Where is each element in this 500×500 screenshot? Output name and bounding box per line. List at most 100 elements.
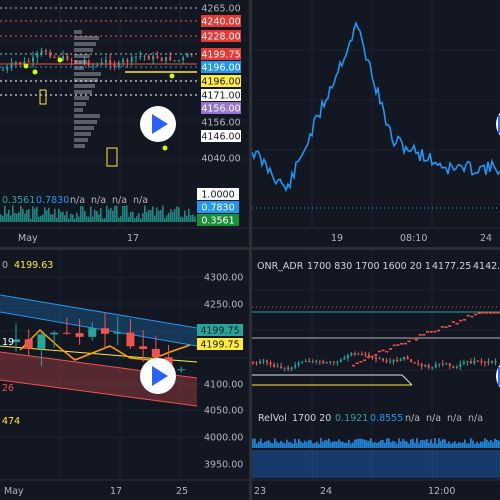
relvol-bar bbox=[326, 450, 328, 478]
chart-canvas-top-left[interactable]: 4265.00 4240.00 4228.00 4199.75 4196.00 4196.… bbox=[0, 0, 249, 247]
chart-canvas-top-right[interactable]: 19 08:10 24 bbox=[252, 0, 500, 247]
chart-panel-bottom-right[interactable]: ONR_ADR 1700 830 1700 1600 20 1 4177.25 … bbox=[252, 250, 500, 500]
relvol-bar bbox=[422, 440, 424, 448]
relvol-bar bbox=[452, 450, 454, 478]
relvol-bar bbox=[480, 441, 482, 448]
relvol-bar bbox=[426, 450, 428, 478]
channel-edge bbox=[0, 379, 198, 407]
relvol-bar bbox=[320, 438, 322, 448]
relvol-bar bbox=[374, 450, 376, 478]
relvol-bar bbox=[256, 443, 258, 448]
candle-body bbox=[88, 328, 97, 337]
candle-body bbox=[318, 360, 321, 362]
volume-bar bbox=[102, 218, 104, 222]
volume-profile-bar bbox=[74, 54, 90, 58]
candle-body bbox=[410, 359, 413, 363]
candle-body bbox=[113, 64, 116, 68]
relvol-bar bbox=[256, 450, 258, 478]
relvol-bar bbox=[448, 450, 450, 478]
relvol-bar bbox=[298, 438, 300, 448]
relvol-bar bbox=[388, 438, 390, 448]
volume-profile-bar bbox=[74, 66, 84, 70]
relvol-bar bbox=[324, 450, 326, 478]
step-dot bbox=[466, 314, 470, 317]
relvol-bar bbox=[420, 450, 422, 478]
indicator-value: n/a bbox=[70, 195, 85, 206]
relvol-bar bbox=[452, 442, 454, 448]
candle-body bbox=[36, 53, 39, 58]
candlestick-series bbox=[252, 351, 497, 372]
candle-body bbox=[336, 361, 339, 363]
volume-bar bbox=[122, 205, 124, 222]
step-dot bbox=[429, 331, 433, 333]
price-label-bg bbox=[197, 338, 243, 350]
chart-panel-bottom-left[interactable]: 0 4199.63 4300.00 4250.00 4100.00 4050.00 40… bbox=[0, 250, 249, 500]
time-axis-label: 24 bbox=[480, 233, 492, 244]
relvol-bar bbox=[276, 441, 278, 448]
relvol-bar bbox=[254, 438, 256, 448]
volume-bar bbox=[150, 210, 152, 222]
candle-body bbox=[44, 50, 47, 53]
candle-body bbox=[96, 64, 99, 66]
relvol-bar bbox=[266, 440, 268, 448]
relvol-bar bbox=[310, 450, 312, 478]
volume-profile-bar bbox=[74, 36, 99, 40]
volume-bar bbox=[16, 213, 18, 222]
candle-body bbox=[353, 352, 356, 355]
price-axis-label: 3950.00 bbox=[204, 460, 243, 471]
relvol-bar bbox=[392, 450, 394, 478]
relvol-bar bbox=[376, 443, 378, 448]
play-button[interactable] bbox=[496, 358, 500, 394]
relvol-bar bbox=[276, 450, 278, 478]
play-button[interactable] bbox=[140, 106, 176, 142]
candle-body bbox=[75, 333, 84, 337]
relvol-bar bbox=[290, 442, 292, 448]
volume-bar bbox=[186, 215, 188, 222]
relvol-bar bbox=[300, 450, 302, 478]
chart-panel-top-left[interactable]: 4265.00 4240.00 4228.00 4199.75 4196.00 4196.… bbox=[0, 0, 249, 247]
relvol-bar bbox=[360, 450, 362, 478]
left-mark: 26 bbox=[2, 383, 14, 394]
grid-lines bbox=[0, 0, 249, 228]
relvol-bar bbox=[478, 450, 480, 478]
volume-profile-bar bbox=[74, 48, 93, 52]
relvol-bar bbox=[468, 443, 470, 448]
price-label-bg bbox=[201, 89, 241, 101]
relvol-bar bbox=[362, 439, 364, 448]
time-axis-label: 23 bbox=[254, 486, 266, 497]
relvol-bar bbox=[352, 450, 354, 478]
level-line bbox=[252, 374, 413, 386]
volume-bar bbox=[6, 213, 8, 222]
relvol-bar bbox=[494, 450, 496, 478]
volume-bar bbox=[110, 207, 112, 222]
play-button[interactable] bbox=[496, 106, 500, 142]
volume-bar bbox=[172, 211, 174, 222]
candle-body bbox=[357, 354, 360, 356]
indicator-value: n/a bbox=[112, 195, 127, 206]
play-button[interactable] bbox=[140, 358, 176, 394]
chart-panel-top-right[interactable]: 19 08:10 24 bbox=[252, 0, 500, 247]
candle-body bbox=[476, 360, 479, 362]
relvol-bar bbox=[438, 438, 440, 448]
relvol-bar bbox=[356, 450, 358, 478]
step-dot bbox=[389, 348, 392, 350]
volume-bar bbox=[88, 216, 90, 222]
step-dot bbox=[422, 333, 426, 336]
volume-bar bbox=[166, 215, 168, 222]
indicator-label: 1.0000 bbox=[201, 190, 234, 201]
relvol-bar bbox=[334, 441, 336, 448]
candle-body bbox=[396, 359, 399, 362]
volume-bar bbox=[82, 206, 84, 222]
relvol-bar bbox=[262, 443, 264, 448]
relvol-bar bbox=[400, 441, 402, 448]
volume-bar bbox=[70, 213, 72, 222]
relvol-bar bbox=[462, 442, 464, 448]
relvol-bar bbox=[492, 442, 494, 448]
chart-canvas-bottom-right[interactable]: ONR_ADR 1700 830 1700 1600 20 1 4177.25 … bbox=[252, 250, 500, 500]
relvol-bar bbox=[434, 450, 436, 478]
volume-profile-bar bbox=[74, 42, 96, 46]
chart-canvas-bottom-left[interactable]: 0 4199.63 4300.00 4250.00 4100.00 4050.00 40… bbox=[0, 250, 249, 500]
candle-body bbox=[315, 360, 318, 362]
relvol-bar bbox=[426, 439, 428, 448]
step-dot bbox=[485, 312, 489, 314]
